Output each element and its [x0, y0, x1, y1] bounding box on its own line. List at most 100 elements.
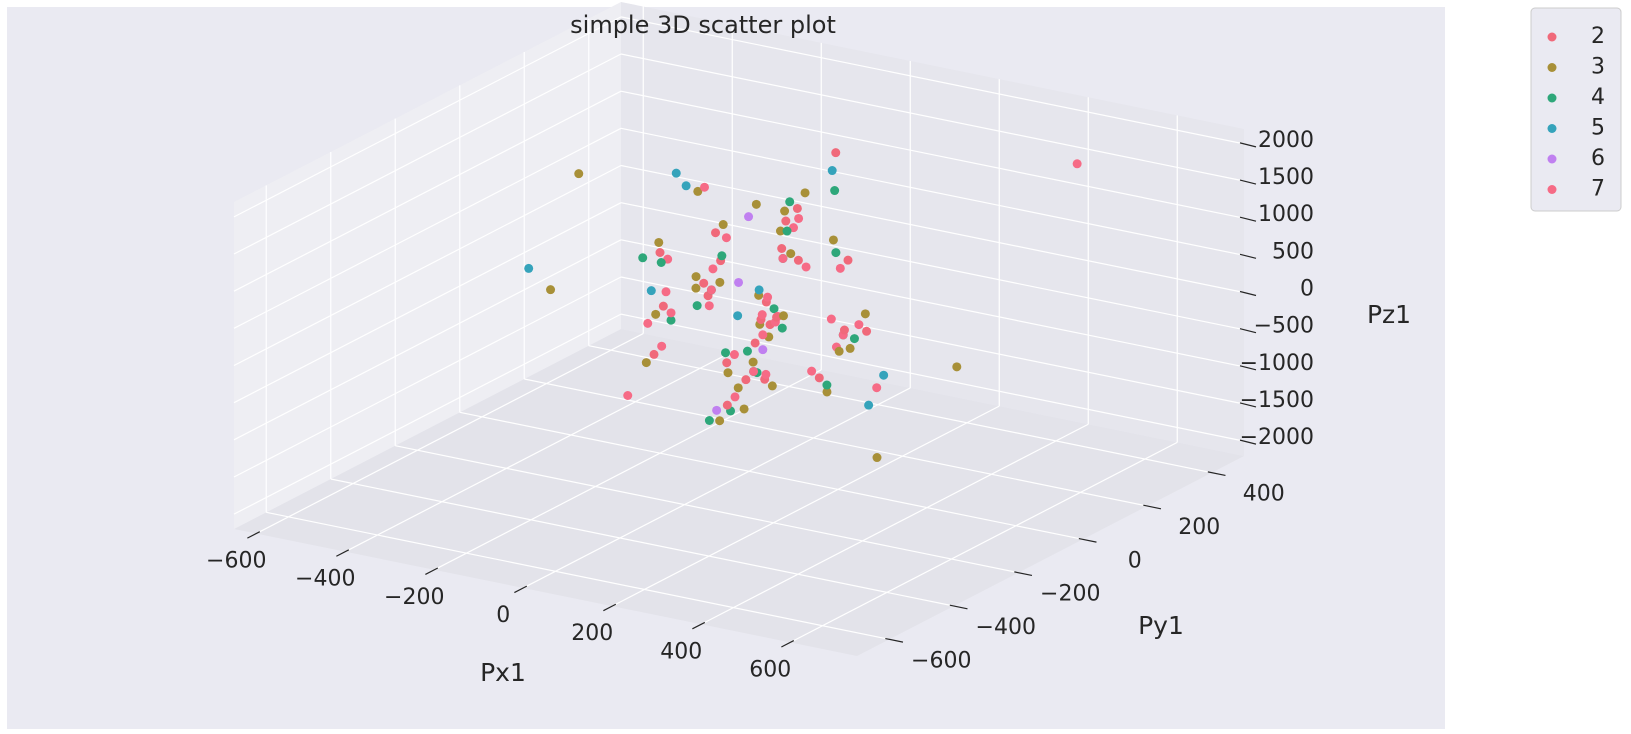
scatter-point-series-5 [646, 286, 656, 296]
x-tick-label: −600 [206, 549, 266, 574]
scatter-point-series-3 [767, 381, 777, 391]
z-tick-mark [1239, 142, 1257, 148]
scatter-point-series-4 [830, 186, 840, 196]
scatter-point-series-3 [733, 383, 743, 393]
x-tick-label: 0 [496, 603, 510, 628]
scatter-point-series-3 [715, 277, 725, 287]
scatter-point-series-7 [758, 330, 768, 340]
legend-label-3: 3 [1591, 55, 1605, 80]
scatter-point-series-7 [854, 320, 864, 330]
grid-line-z-left [233, 276, 622, 478]
scatter-point-series-4 [638, 253, 648, 263]
scatter-point-series-3 [693, 186, 703, 196]
grid-line-y-floor [330, 478, 954, 607]
scatter-point-series-2 [793, 255, 803, 265]
grid-line-x-floor [522, 387, 911, 589]
scatter-point-series-3 [952, 362, 962, 372]
z-tick-label: 0 [1300, 277, 1314, 302]
grid-line-y-floor [588, 345, 1212, 474]
y-tick-label: 400 [1243, 482, 1285, 507]
x-tick-mark [425, 567, 439, 575]
scatter-point-series-2 [862, 326, 872, 336]
grid-line-z-back [620, 16, 1245, 145]
legend-frame [1530, 7, 1622, 212]
legend-label-7: 7 [1591, 177, 1605, 202]
grid-line-x-floor [789, 441, 1178, 643]
scatter-point-series-3 [691, 283, 701, 293]
scatter-point-series-7 [757, 310, 767, 320]
scatter-point-series-3 [834, 346, 844, 356]
grid-line-y-floor [266, 511, 890, 640]
z-tick-mark [1239, 365, 1257, 371]
x-tick-mark [692, 621, 706, 630]
scatter-point-series-6 [758, 345, 768, 355]
scatter-point-series-4 [704, 415, 714, 425]
scatter-point-series-4 [717, 251, 727, 261]
y-axis-label: Py1 [1138, 611, 1184, 640]
grid-line-z-left [233, 239, 622, 441]
grid-line-z-back [620, 127, 1245, 256]
z-tick-mark [1239, 439, 1257, 445]
scatter-point-series-5 [827, 166, 837, 176]
z-tick-mark [1239, 179, 1257, 185]
grid-line-z-left [233, 90, 622, 292]
legend-marker-7 [1547, 185, 1557, 194]
legend-label-4: 4 [1591, 85, 1605, 110]
scatter-point-series-2 [772, 312, 782, 322]
y-tick-mark [1014, 571, 1033, 577]
z-axis-label: Pz1 [1367, 300, 1411, 329]
scatter-point-series-7 [749, 366, 759, 376]
scatter-point-series-5 [879, 370, 889, 380]
scatter-point-series-3 [654, 237, 664, 247]
grid-line-z-left [233, 202, 622, 404]
scatter-point-series-2 [750, 338, 760, 348]
grid-line-x-floor [700, 423, 1089, 625]
grid-line-z-back [620, 90, 1245, 219]
grid-line-z-left [233, 164, 622, 367]
scatter-point-series-7 [643, 318, 653, 328]
x-axis-label: Px1 [480, 658, 526, 687]
scatter-point-series-6 [734, 277, 744, 287]
scatter-point-series-4 [656, 258, 666, 268]
grid-line-z-left [233, 16, 622, 218]
x-tick-mark [514, 585, 528, 594]
legend-marker-5 [1547, 124, 1557, 133]
y-tick-label: −400 [976, 615, 1036, 640]
grid-line-z-back [620, 313, 1245, 442]
scatter-point-series-2 [781, 216, 791, 226]
scatter-point-series-2 [711, 228, 721, 238]
z-tick-label: 2000 [1258, 128, 1314, 153]
scatter-point-series-4 [769, 304, 779, 314]
scatter-point-series-7 [623, 391, 633, 401]
y-tick-mark [1143, 504, 1162, 510]
scatter-point-series-7 [763, 292, 773, 302]
y-tick-label: −600 [911, 648, 971, 673]
scatter-point-series-4 [742, 346, 752, 356]
y-tick-mark [1207, 471, 1226, 477]
scatter-point-series-3 [739, 404, 749, 414]
scatter-point-series-7 [1072, 159, 1082, 169]
scatter-point-series-5 [864, 400, 874, 410]
legend-label-5: 5 [1591, 116, 1605, 141]
scatter-point-series-4 [721, 348, 731, 358]
scatter-point-series-3 [860, 309, 870, 319]
grid-line-y-floor [524, 378, 1148, 507]
scatter-point-series-7 [761, 369, 771, 379]
scatter-point-series-2 [792, 203, 802, 213]
x-tick-mark [603, 603, 617, 612]
scatter-point-series-7 [729, 350, 739, 360]
legend-marker-3 [1547, 63, 1557, 72]
scatter-point-series-2 [839, 325, 849, 335]
scatter-point-series-5 [671, 168, 681, 178]
scatter-point-series-3 [691, 272, 701, 282]
scatter-point-series-7 [704, 301, 714, 311]
scatter-point-series-3 [872, 453, 882, 463]
scatter-point-series-3 [641, 358, 651, 368]
grid-line-x-floor [433, 369, 822, 571]
z-tick-mark [1239, 290, 1257, 297]
scatter-point-series-3 [780, 206, 790, 216]
z-tick-label: −2000 [1240, 425, 1314, 450]
z-tick-label: −1000 [1240, 351, 1314, 376]
grid-line-x-floor [611, 405, 1000, 607]
scatter-point-series-3 [546, 285, 556, 295]
